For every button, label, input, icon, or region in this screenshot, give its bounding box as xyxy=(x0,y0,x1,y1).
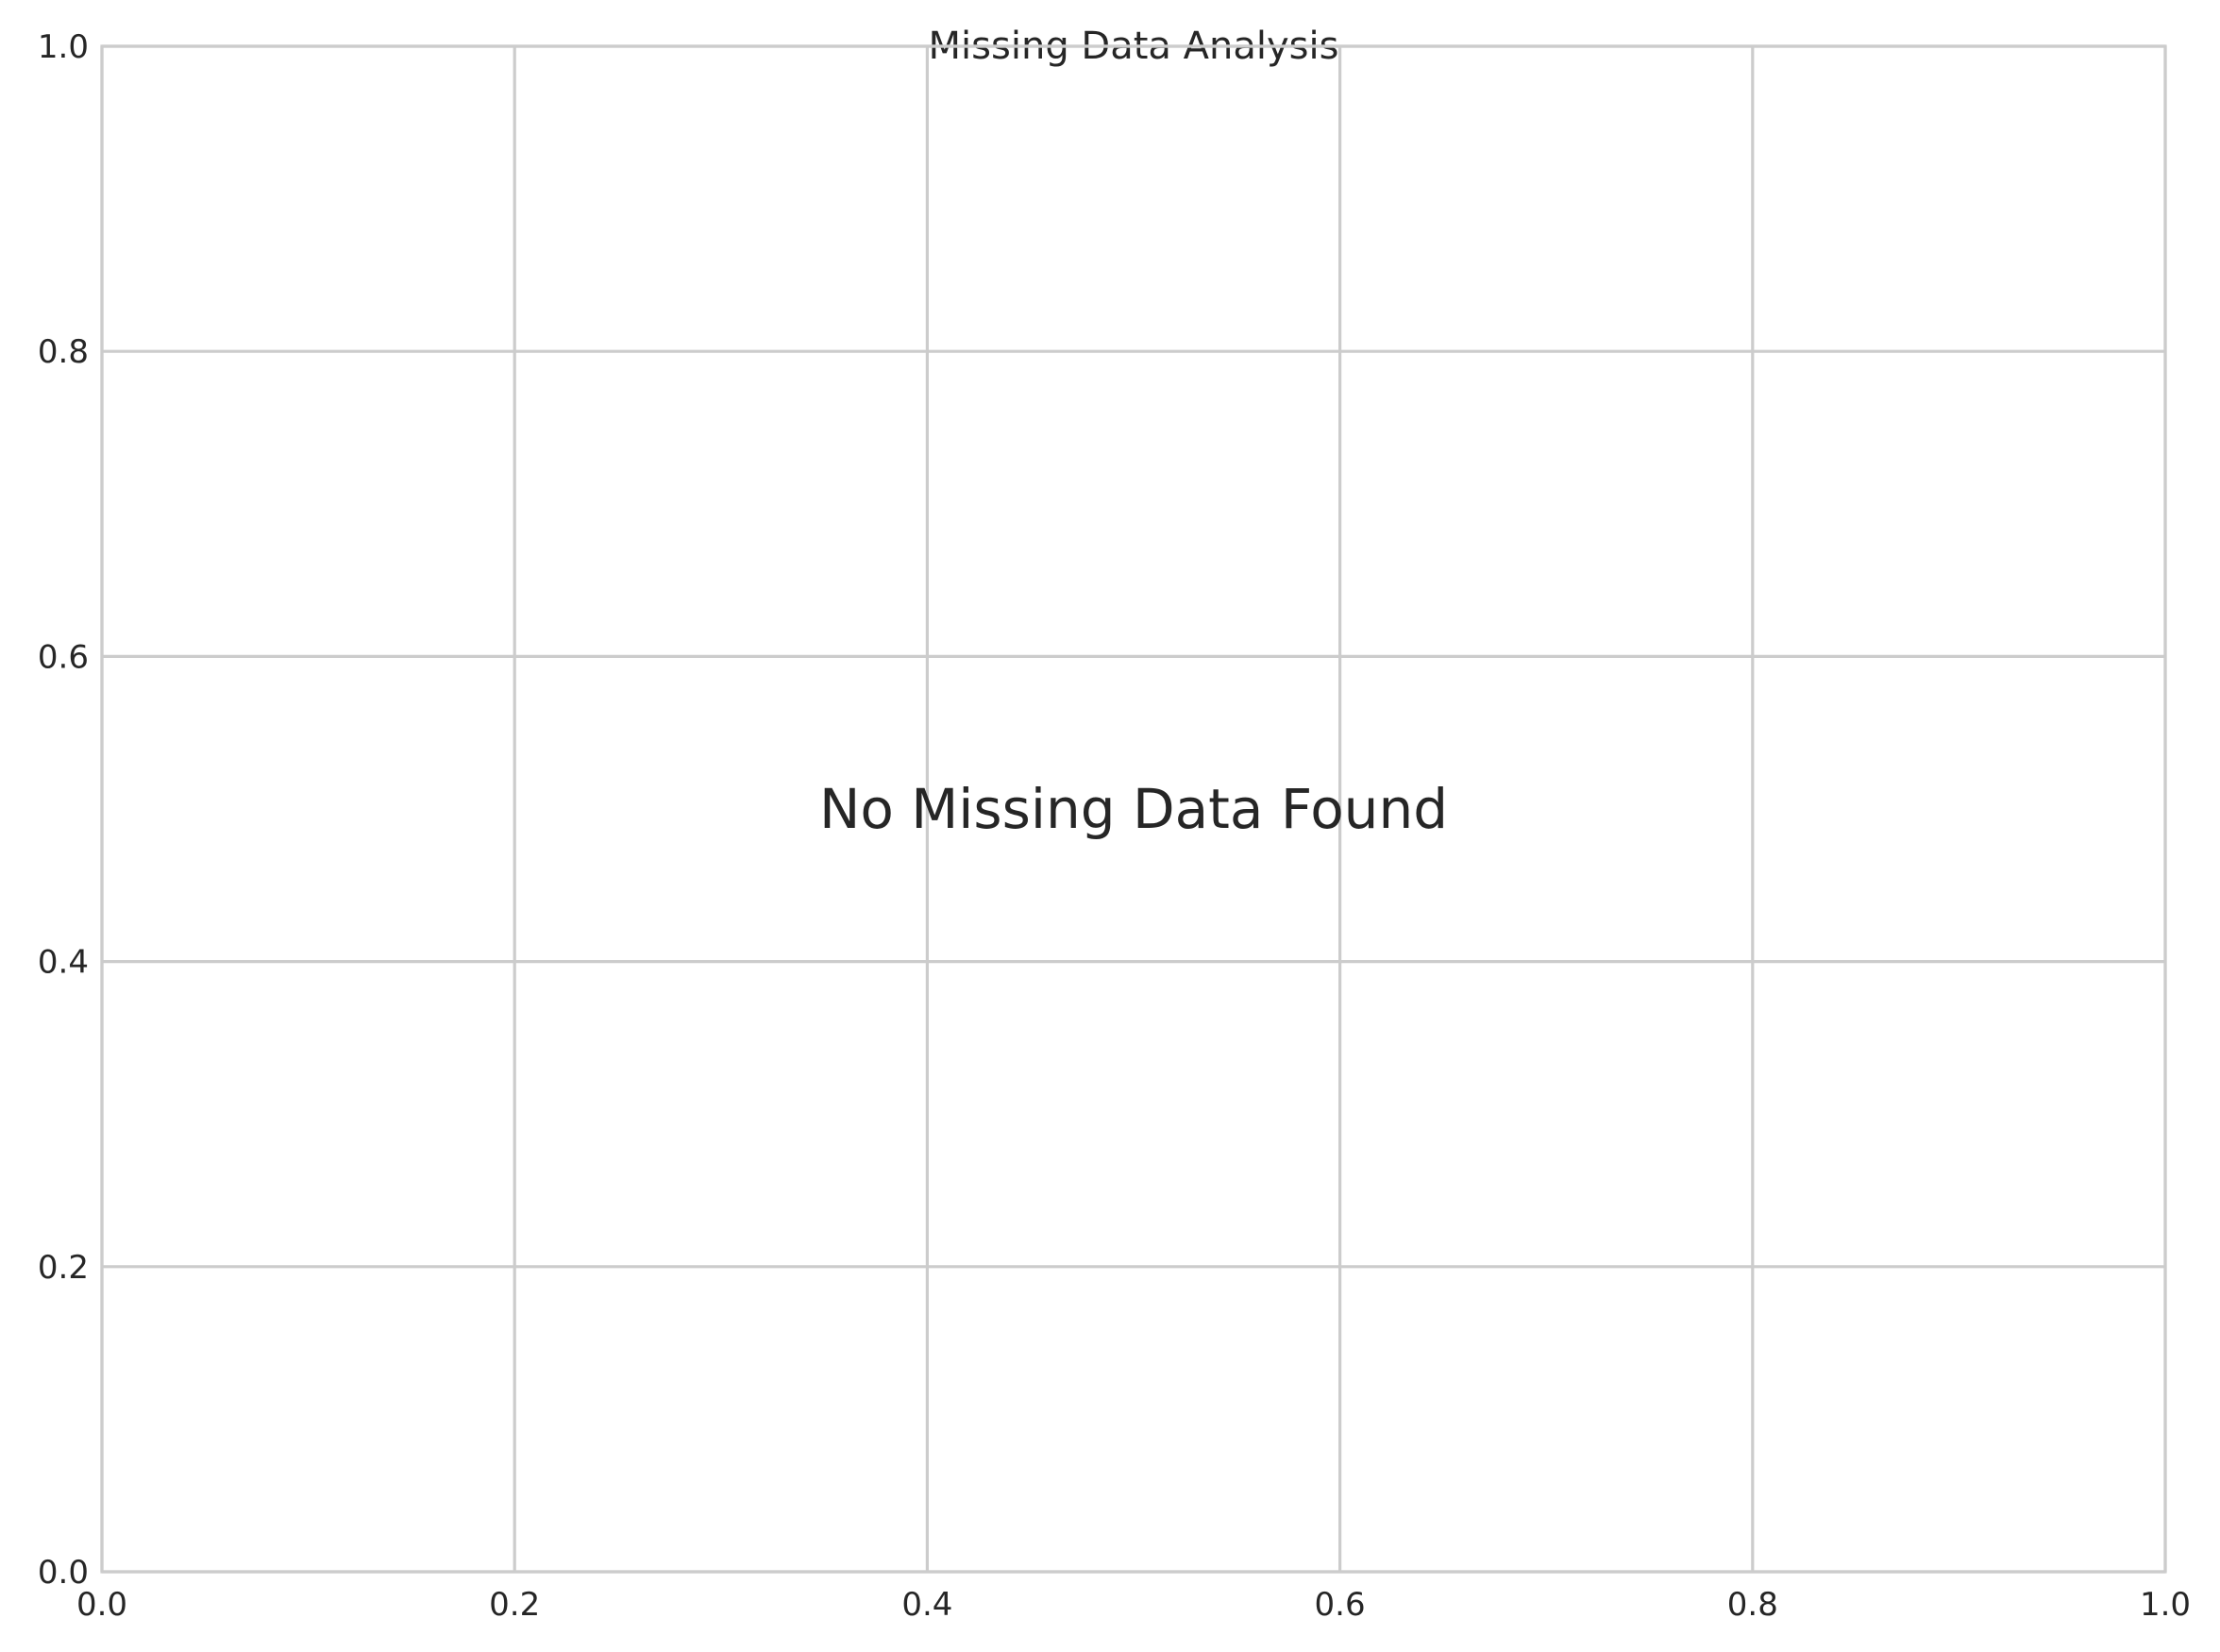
x-tick-label: 0.0 xyxy=(76,1586,127,1624)
x-tick-label: 0.2 xyxy=(489,1586,540,1624)
x-tick-label: 1.0 xyxy=(2140,1586,2191,1624)
y-axis-ticks: 0.0 0.2 0.4 0.6 0.8 1.0 xyxy=(38,28,89,1592)
y-tick-label: 1.0 xyxy=(38,28,89,66)
annotations: No Missing Data Found xyxy=(819,777,1448,841)
y-tick-label: 0.4 xyxy=(38,944,89,982)
x-tick-label: 0.8 xyxy=(1727,1586,1778,1624)
y-tick-label: 0.8 xyxy=(38,333,89,371)
x-axis-ticks: 0.0 0.2 0.4 0.6 0.8 1.0 xyxy=(76,1586,2191,1624)
y-tick-label: 0.2 xyxy=(38,1249,89,1287)
axes-frame xyxy=(100,44,2167,1574)
x-tick-label: 0.4 xyxy=(901,1586,952,1624)
grid-lines xyxy=(100,44,2167,1574)
y-tick-label: 0.6 xyxy=(38,638,89,676)
x-tick-label: 0.6 xyxy=(1315,1586,1366,1624)
annotation-text: No Missing Data Found xyxy=(819,777,1448,841)
y-tick-label: 0.0 xyxy=(38,1554,89,1592)
